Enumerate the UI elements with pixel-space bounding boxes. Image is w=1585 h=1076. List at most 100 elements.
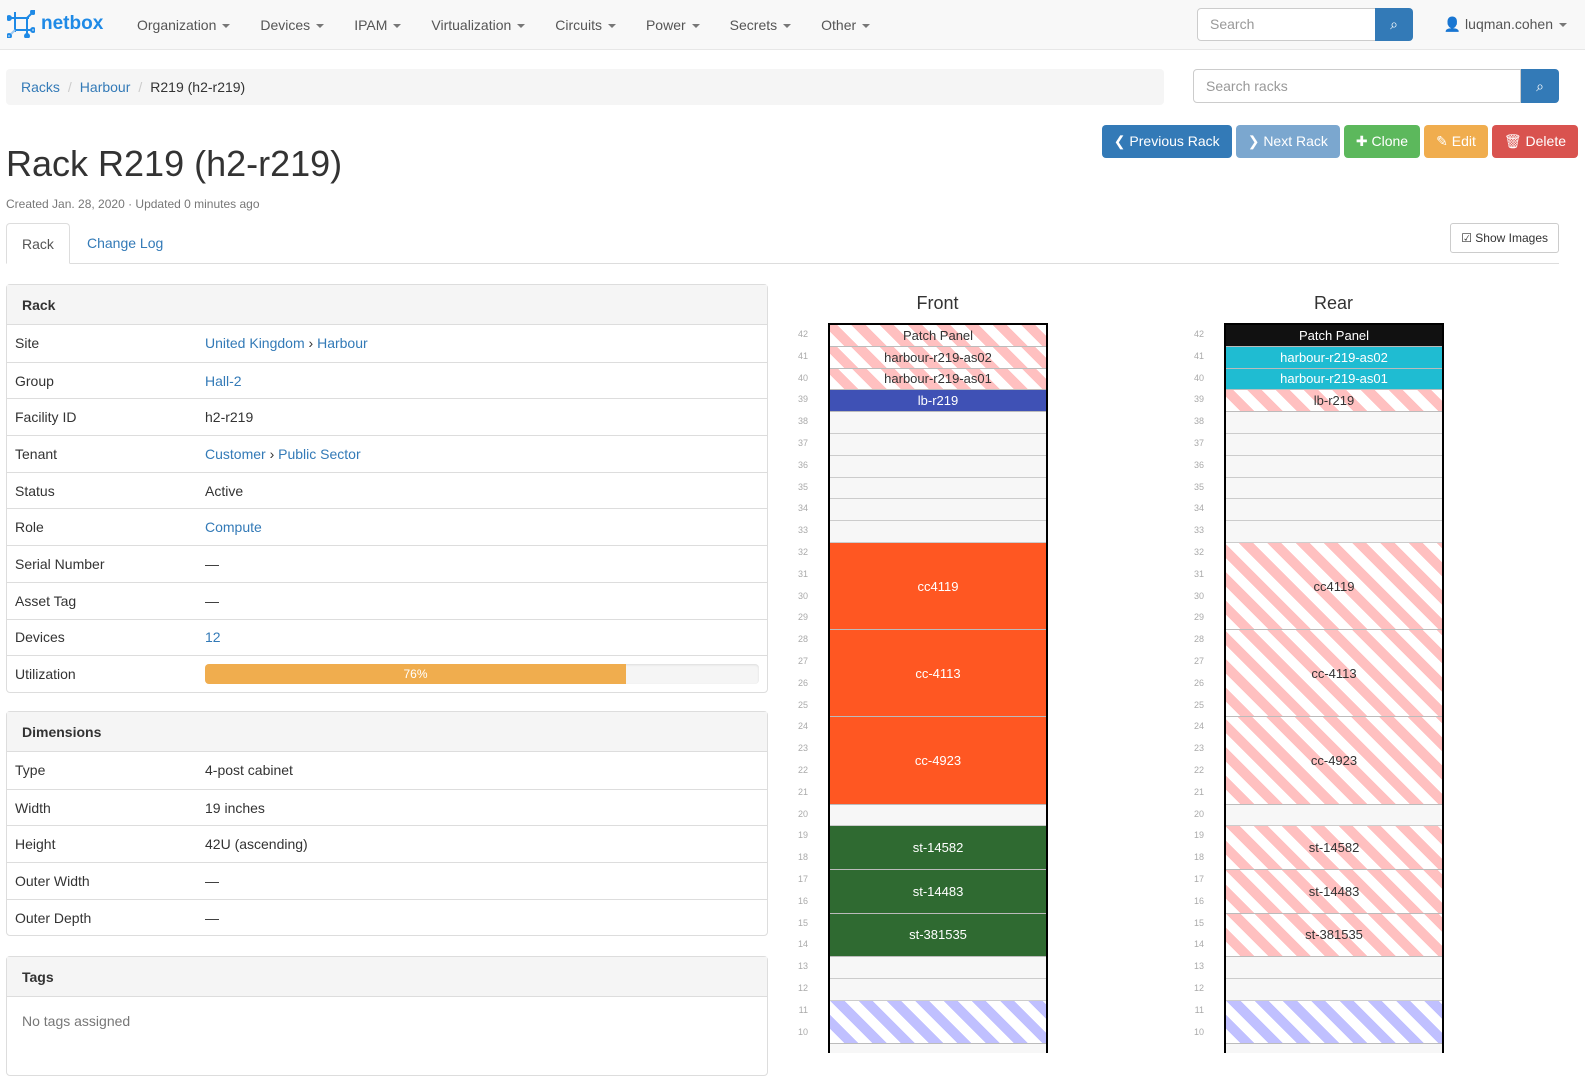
menu-power[interactable]: Power: [646, 17, 700, 33]
field-label: Utilization: [15, 666, 76, 683]
device-harbour-r219-as01[interactable]: harbour-r219-as01: [830, 368, 1046, 391]
value-link[interactable]: 12: [205, 629, 221, 646]
device-harbour-r219-as02[interactable]: harbour-r219-as02: [830, 346, 1046, 369]
device-cc-4923[interactable]: cc-4923: [1226, 717, 1442, 805]
menu-label: Secrets: [729, 17, 778, 33]
tab-rack[interactable]: Rack: [6, 223, 70, 264]
unit-number: 36: [797, 459, 808, 470]
caret-icon: [316, 24, 325, 29]
rack-unit[interactable]: [1226, 412, 1442, 434]
unit-number: 14: [797, 939, 808, 950]
device-st-14582[interactable]: st-14582: [830, 826, 1046, 870]
menu-circuits[interactable]: Circuits: [555, 17, 616, 33]
rack-unit[interactable]: [830, 521, 1046, 543]
button-label: Previous Rack: [1129, 133, 1220, 149]
caret-icon: [1559, 23, 1567, 28]
menu-virtualization[interactable]: Virtualization: [431, 17, 526, 33]
device-name: Patch Panel: [1298, 327, 1370, 343]
device-cc4119[interactable]: cc4119: [1226, 543, 1442, 631]
rack-search-input[interactable]: Search racks: [1193, 69, 1521, 103]
rack-unit[interactable]: [1226, 499, 1442, 522]
device-st-381535[interactable]: st-381535: [830, 913, 1046, 958]
rack-unit[interactable]: [830, 979, 1046, 1001]
unit-number: 26: [1193, 677, 1204, 688]
rack-unit[interactable]: [830, 499, 1046, 522]
menu-other[interactable]: Other: [821, 17, 871, 33]
rack-unit[interactable]: [1226, 434, 1442, 456]
tab-change-log[interactable]: Change Log: [87, 235, 164, 251]
device-st-14582[interactable]: st-14582: [1226, 826, 1442, 870]
front-title: Front: [916, 293, 959, 313]
field-label: Height: [15, 836, 56, 853]
device-Patch Panel[interactable]: Patch Panel: [1226, 325, 1442, 347]
chevron-right-icon: ❯: [1247, 133, 1260, 149]
device-lb-r219[interactable]: lb-r219: [830, 390, 1046, 413]
rack-row-serial-number: Serial Number —: [7, 545, 767, 582]
rack-unit[interactable]: [830, 957, 1046, 979]
device-harbour-r219-as02[interactable]: harbour-r219-as02: [1226, 346, 1442, 369]
rack-unit[interactable]: [830, 434, 1046, 456]
reservation[interactable]: [830, 1000, 1046, 1045]
rack-unit[interactable]: [830, 805, 1046, 827]
rack-unit[interactable]: [1226, 456, 1442, 478]
chevron-right-icon: ›: [304, 335, 318, 352]
clone-button[interactable]: ✚ Clone: [1343, 125, 1421, 158]
field-label: Asset Tag: [15, 592, 77, 609]
button-label: Next Rack: [1263, 133, 1328, 149]
button-label: Delete: [1525, 133, 1566, 149]
value-link[interactable]: Hall-2: [205, 372, 242, 389]
field-label: Width: [15, 799, 51, 816]
device-cc4119[interactable]: cc4119: [830, 543, 1046, 631]
unit-number: 41: [797, 350, 808, 361]
device-st-14483[interactable]: st-14483: [830, 870, 1046, 914]
device-lb-r219[interactable]: lb-r219: [1226, 390, 1442, 413]
rack-row-facility-id: Facility ID h2-r219: [7, 398, 767, 435]
rack-unit[interactable]: [1226, 478, 1442, 500]
field-label: Role: [15, 519, 44, 536]
rack-unit[interactable]: [830, 412, 1046, 434]
rack-unit[interactable]: [1226, 979, 1442, 1001]
show-images-button[interactable]: ☑ Show Images: [1450, 223, 1559, 253]
rack-unit[interactable]: [1226, 521, 1442, 543]
device-harbour-r219-as01[interactable]: harbour-r219-as01: [1226, 368, 1442, 391]
global-search-button[interactable]: ⌕: [1375, 8, 1413, 41]
rack-row-tenant: Tenant Customer › Public Sector: [7, 435, 767, 472]
menu-devices[interactable]: Devices: [260, 17, 325, 33]
search-icon: ⌕: [1536, 77, 1544, 94]
value-link[interactable]: Harbour: [317, 335, 368, 352]
device-cc-4113[interactable]: cc-4113: [830, 630, 1046, 718]
global-search-input[interactable]: Search: [1197, 8, 1376, 41]
rack-search-button[interactable]: ⌕: [1521, 69, 1559, 103]
unit-number: 14: [1193, 939, 1204, 950]
unit-number: 40: [797, 372, 808, 383]
value-link[interactable]: Customer: [205, 445, 266, 462]
value-link[interactable]: United Kingdom: [205, 335, 305, 352]
value-link[interactable]: Public Sector: [278, 445, 361, 462]
breadcrumb-harbour[interactable]: Harbour: [79, 79, 131, 95]
unit-number: 19: [1193, 830, 1204, 841]
unit-number: 15: [1193, 917, 1204, 928]
rack-unit[interactable]: [830, 456, 1046, 478]
rack-unit[interactable]: [1226, 805, 1442, 827]
menu-ipam[interactable]: IPAM: [354, 17, 402, 33]
rack-unit[interactable]: [1226, 957, 1442, 979]
menu-secrets[interactable]: Secrets: [729, 17, 792, 33]
value-link[interactable]: Compute: [205, 519, 262, 536]
delete-button[interactable]: 🗑 Delete: [1491, 125, 1578, 158]
device-name: st-14483: [912, 883, 964, 899]
breadcrumb-racks[interactable]: Racks: [21, 79, 60, 95]
previous-rack-button[interactable]: ❮ Previous Rack: [1101, 125, 1232, 158]
reservation[interactable]: [1226, 1000, 1442, 1045]
device-st-14483[interactable]: st-14483: [1226, 870, 1442, 914]
device-Patch Panel[interactable]: Patch Panel: [830, 325, 1046, 347]
edit-button[interactable]: ✎ Edit: [1424, 125, 1488, 158]
device-st-381535[interactable]: st-381535: [1226, 913, 1442, 958]
menu-organization[interactable]: Organization: [137, 17, 231, 33]
netbox-logo[interactable]: netbox: [7, 10, 103, 38]
next-rack-button[interactable]: ❯ Next Rack: [1235, 125, 1340, 158]
user-menu[interactable]: 👤 luqman.cohen: [1444, 16, 1567, 33]
device-cc-4113[interactable]: cc-4113: [1226, 630, 1442, 718]
rack-unit[interactable]: [830, 478, 1046, 500]
device-name: st-381535: [909, 927, 967, 943]
device-cc-4923[interactable]: cc-4923: [830, 717, 1046, 805]
